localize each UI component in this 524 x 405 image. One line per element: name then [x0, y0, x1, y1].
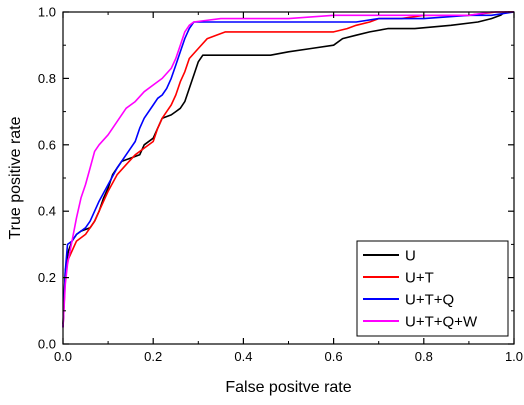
- x-tick-label: 0.6: [325, 349, 343, 364]
- series-group: [62, 11, 515, 328]
- legend-label: U+T+Q+W: [405, 314, 478, 331]
- x-tick-label: 0.8: [415, 349, 433, 364]
- series-line-u-plus-t-plus-q-plus-w: [62, 11, 514, 328]
- ticks-group: 0.0 0.2 0.4 0.6 0.8 1.0 0.0 0.2 0.4 0.6 0.8 1.0: [38, 5, 523, 365]
- y-tick-label: 0.2: [38, 270, 56, 285]
- legend: U U+T U+T+Q U+T+Q+W: [356, 240, 509, 337]
- y-tick-label: 0.6: [38, 137, 56, 152]
- series-line-u-plus-t-plus-q: [62, 11, 515, 328]
- x-axis-label: False positve rate: [225, 379, 351, 396]
- legend-label: U: [405, 248, 416, 265]
- y-tick-label: 0.4: [38, 204, 56, 219]
- y-tick-label: 0.8: [38, 71, 56, 86]
- legend-label: U+T+Q: [405, 292, 454, 309]
- legend-label: U+T: [405, 270, 434, 287]
- x-tick-label: 0.2: [144, 349, 162, 364]
- x-tick-label: 0.4: [234, 349, 252, 364]
- series-line-u-plus-t: [62, 11, 514, 328]
- x-tick-label: 0.0: [54, 349, 72, 364]
- y-tick-label: 0.0: [38, 337, 56, 352]
- y-axis-label: True positive rate: [7, 116, 24, 239]
- x-tick-label: 1.0: [505, 349, 523, 364]
- y-tick-label: 1.0: [38, 5, 56, 20]
